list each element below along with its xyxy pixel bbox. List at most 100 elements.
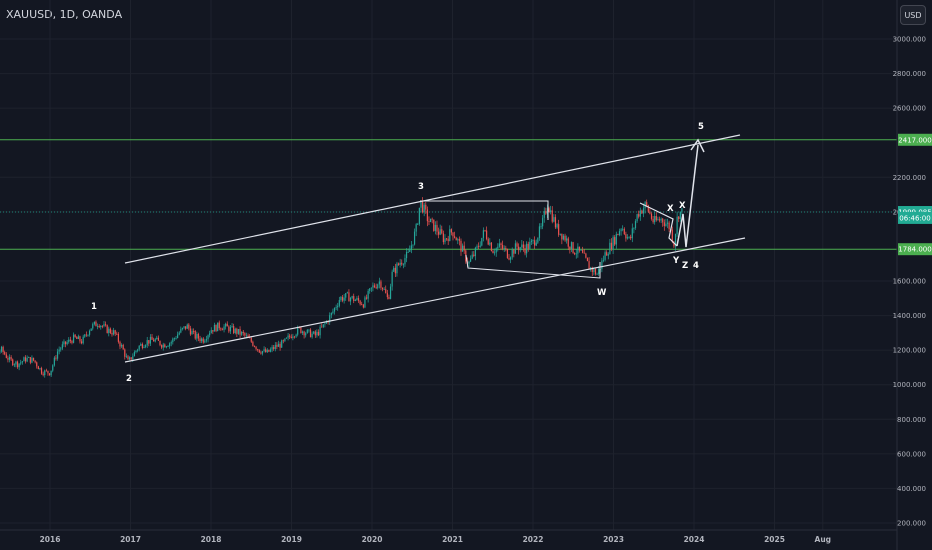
candle-body [415, 224, 417, 232]
time-tick: 2024 [684, 535, 705, 544]
candle-body [311, 333, 313, 338]
candle-body [594, 268, 597, 275]
candle-body [457, 239, 459, 241]
candle-body [317, 331, 320, 336]
candle-body [330, 312, 332, 316]
candle-body [84, 334, 86, 337]
candle-body [322, 324, 324, 327]
candle-body [503, 247, 505, 249]
symbol-title: XAUUSD, 1D, OANDA [6, 8, 123, 21]
candle-body [316, 331, 318, 336]
price-tick: 400.000 [897, 485, 926, 493]
candle-body [36, 362, 38, 367]
candle-body [170, 342, 172, 344]
candle-body [137, 349, 139, 351]
candle-body [628, 236, 630, 238]
candle-body [625, 234, 627, 239]
candle-body [321, 326, 323, 328]
candle-body [161, 345, 163, 348]
candle-body [394, 267, 396, 274]
candle-body [93, 321, 95, 325]
candle-body [574, 252, 576, 255]
candle-body [196, 334, 198, 339]
candle-body [410, 245, 412, 251]
candle-body [167, 346, 169, 347]
candle-body [498, 243, 501, 247]
candle-body [404, 258, 406, 265]
candle-body [276, 344, 278, 347]
candle-body [380, 281, 382, 288]
candle-body [249, 337, 251, 339]
candle-body [421, 200, 424, 213]
candle-body [405, 251, 408, 259]
candle-body [23, 357, 25, 362]
candle-body [508, 258, 510, 260]
candle-body [289, 335, 291, 337]
candle-body [92, 324, 94, 329]
candle-body [217, 322, 219, 332]
price-tick: 1600.000 [893, 278, 926, 286]
candle-body [284, 338, 286, 342]
wave-z-projection [676, 144, 699, 248]
candle-body [660, 218, 662, 221]
candle-body [53, 357, 55, 366]
candle-body [340, 296, 342, 301]
candle-body [359, 300, 361, 305]
candle-body [47, 370, 49, 374]
candle-body [612, 237, 614, 250]
candle-body [569, 246, 571, 250]
candle-body [207, 335, 209, 340]
candle-body [349, 297, 352, 302]
wave-label: Y [672, 256, 680, 266]
candle-body [455, 237, 457, 241]
candle-body [391, 271, 393, 287]
candle-body [500, 243, 502, 246]
candle-body [383, 289, 385, 291]
candle-body [649, 211, 651, 214]
candle-body [510, 257, 512, 260]
wave-x-y-lines [639, 202, 678, 247]
candle-body [596, 273, 598, 275]
candle-body [162, 344, 164, 348]
candle-body [431, 218, 433, 220]
candle-body [505, 247, 507, 249]
candle-body [593, 268, 595, 273]
candle-body [354, 299, 356, 301]
price-axis[interactable]: 3000.0002800.0002600.0002200.0002000.000… [893, 36, 926, 528]
candle-body [202, 338, 204, 343]
candle-body [494, 252, 496, 254]
candle-body [526, 243, 528, 254]
time-tick: 2018 [201, 535, 222, 544]
candle-body [666, 222, 669, 224]
candle-body [453, 236, 456, 238]
candle-body [292, 336, 294, 338]
candle-body [567, 238, 569, 247]
candle-body [513, 249, 515, 254]
candle-body [602, 259, 605, 261]
time-axis[interactable]: 2016 2017 2018 2019 2020 2021 2022 2023 2024 2025… [40, 535, 831, 544]
candle-body [609, 242, 611, 255]
candle-body [104, 324, 107, 326]
candle-body [458, 239, 460, 241]
candle-body [559, 233, 561, 235]
candle-body [130, 357, 132, 360]
candle-body [52, 365, 54, 371]
candle-body [401, 262, 403, 265]
candle-body [396, 263, 398, 274]
candle-body [181, 327, 184, 329]
candle-body [482, 230, 485, 238]
candle-body [369, 288, 371, 291]
candle-body [542, 217, 544, 227]
candle-body [441, 229, 443, 234]
candle-body [551, 210, 553, 222]
candle-body [654, 216, 656, 223]
candle-body [18, 363, 20, 368]
candle-body [381, 287, 384, 290]
candle-body [183, 326, 185, 328]
candle-body [271, 347, 273, 350]
currency-button[interactable]: USD [900, 5, 926, 25]
candle-body [343, 297, 345, 301]
candle-body [545, 211, 547, 214]
candle-body [487, 238, 489, 245]
